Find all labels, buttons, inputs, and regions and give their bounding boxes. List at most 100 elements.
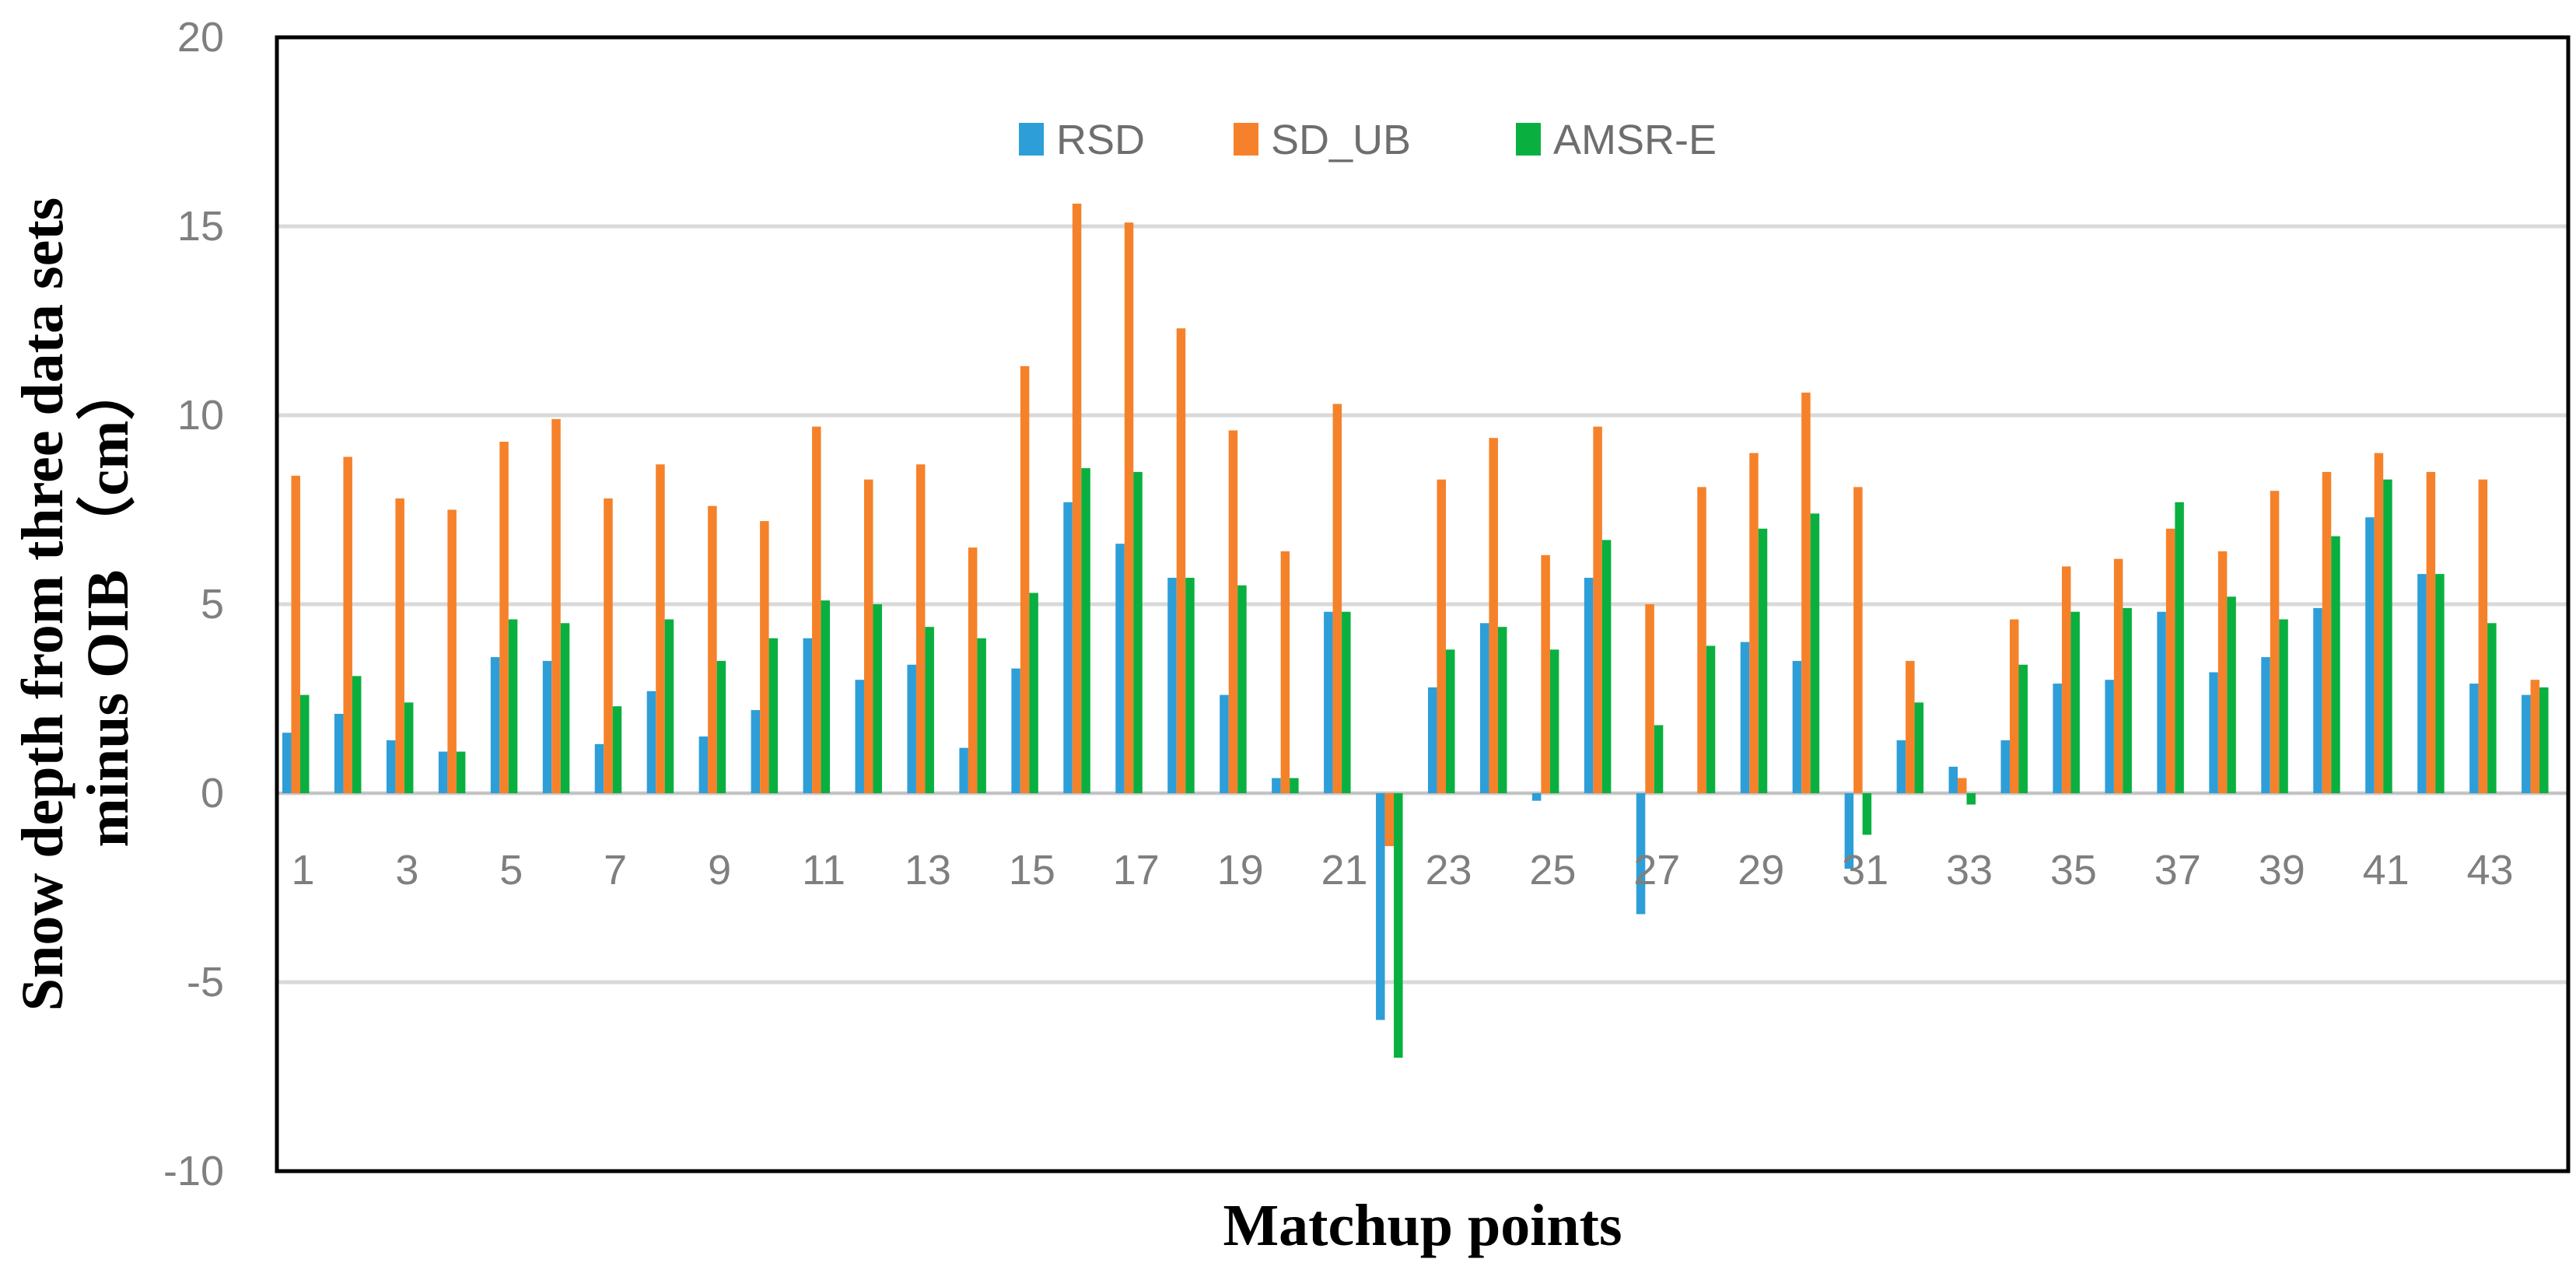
bar-rsd-6 — [542, 660, 552, 793]
x-tick-27: 27 — [1633, 847, 1680, 894]
bar-sd-ub-43 — [2478, 479, 2488, 793]
bar-rsd-8 — [646, 691, 656, 793]
bar-sd-ub-37 — [2165, 528, 2175, 793]
bar-amsr-e-44 — [2539, 687, 2549, 793]
bar-rsd-20 — [1272, 778, 1281, 793]
bar-amsr-e-4 — [456, 751, 466, 793]
legend-label-rsd: RSD — [1056, 117, 1145, 163]
x-tick-29: 29 — [1738, 847, 1784, 894]
bar-amsr-e-14 — [977, 638, 986, 793]
bar-amsr-e-17 — [1133, 471, 1143, 793]
legend: RSD SD_UB AMSR-E — [1019, 117, 1717, 163]
bar-amsr-e-19 — [1237, 585, 1247, 793]
bar-rsd-24 — [1479, 623, 1489, 793]
x-tick-labels: 1 3 5 7 9 11 13 15 17 19 21 23 25 27 29 31 33 35 37 39 41 43 — [291, 847, 2513, 894]
legend-label-sd-ub: SD_UB — [1271, 117, 1411, 163]
bar-sd-ub-24 — [1489, 438, 1498, 793]
bar-rsd-2 — [334, 713, 344, 793]
x-axis-title: Matchup points — [1223, 1193, 1622, 1258]
bar-amsr-e-30 — [1810, 513, 1820, 793]
bar-rsd-17 — [1115, 544, 1125, 793]
bar-rsd-42 — [2417, 574, 2427, 793]
x-tick-31: 31 — [1842, 847, 1888, 894]
bar-sd-ub-30 — [1801, 392, 1811, 794]
bar-amsr-e-26 — [1601, 540, 1612, 793]
bar-amsr-e-27 — [1654, 725, 1664, 793]
bar-sd-ub-5 — [499, 442, 509, 793]
bar-sd-ub-9 — [708, 505, 717, 793]
bar-sd-ub-40 — [2322, 471, 2332, 793]
bar-rsd-12 — [855, 680, 864, 793]
bar-sd-ub-41 — [2374, 453, 2384, 793]
bar-sd-ub-39 — [2270, 491, 2280, 793]
bar-sd-ub-28 — [1697, 487, 1706, 793]
y-tick-15: 15 — [177, 203, 224, 250]
bar-rsd-39 — [2261, 657, 2270, 793]
bar-rsd-38 — [2209, 672, 2218, 793]
bar-rsd-31 — [1844, 793, 1854, 869]
bar-sd-ub-16 — [1072, 203, 1082, 794]
bar-amsr-e-34 — [2018, 664, 2028, 793]
bar-rsd-14 — [959, 747, 968, 793]
bar-amsr-e-5 — [508, 619, 518, 793]
bar-sd-ub-32 — [1906, 660, 1915, 793]
bar-sd-ub-10 — [760, 521, 769, 793]
bar-sd-ub-1 — [291, 475, 300, 793]
bar-rsd-43 — [2469, 684, 2479, 793]
bar-rsd-7 — [594, 743, 604, 793]
bar-amsr-e-16 — [1081, 468, 1090, 793]
bar-amsr-e-37 — [2175, 502, 2184, 793]
bar-amsr-e-42 — [2435, 574, 2445, 793]
x-tick-21: 21 — [1321, 847, 1368, 894]
bar-rsd-32 — [1896, 740, 1906, 793]
bar-sd-ub-44 — [2530, 680, 2540, 793]
bar-sd-ub-3 — [395, 498, 404, 793]
bar-sd-ub-20 — [1280, 551, 1290, 793]
bar-sd-ub-13 — [915, 464, 926, 793]
bar-sd-ub-19 — [1228, 430, 1238, 793]
x-tick-17: 17 — [1113, 847, 1160, 894]
bar-amsr-e-40 — [2331, 536, 2340, 793]
y-tick-labels: -10 -5 0 5 10 15 20 — [163, 14, 224, 1194]
bar-sd-ub-42 — [2426, 471, 2436, 793]
x-tick-7: 7 — [604, 847, 627, 894]
y-tick-10: 10 — [177, 392, 224, 439]
bar-sd-ub-31 — [1853, 487, 1863, 793]
x-tick-39: 39 — [2259, 847, 2305, 894]
bar-amsr-e-28 — [1706, 645, 1716, 793]
bar-rsd-16 — [1063, 502, 1073, 793]
bar-rsd-10 — [751, 710, 761, 793]
bar-rsd-36 — [2105, 680, 2114, 793]
bar-sd-ub-2 — [343, 456, 352, 793]
x-tick-9: 9 — [708, 847, 731, 894]
bar-sd-ub-34 — [2010, 619, 2019, 793]
bar-amsr-e-29 — [1758, 528, 1768, 793]
bar-rsd-27 — [1636, 793, 1646, 915]
legend-swatch-amsr-e — [1516, 123, 1541, 156]
bar-sd-ub-15 — [1020, 365, 1030, 793]
x-tick-25: 25 — [1529, 847, 1576, 894]
bar-amsr-e-9 — [716, 660, 726, 793]
bar-amsr-e-7 — [612, 706, 622, 793]
bar-amsr-e-43 — [2487, 623, 2497, 793]
y-tick-20: 20 — [177, 14, 224, 61]
bar-sd-ub-29 — [1749, 453, 1759, 793]
bar-sd-ub-12 — [864, 479, 873, 793]
bar-amsr-e-11 — [821, 600, 831, 793]
legend-label-amsr-e: AMSR-E — [1553, 117, 1717, 163]
x-tick-5: 5 — [499, 847, 523, 894]
bar-sd-ub-21 — [1332, 404, 1342, 793]
bar-sd-ub-38 — [2217, 551, 2228, 793]
bar-amsr-e-32 — [1914, 702, 1924, 793]
legend-swatch-rsd — [1019, 123, 1044, 156]
x-tick-41: 41 — [2363, 847, 2410, 894]
bar-amsr-e-31 — [1862, 793, 1872, 835]
x-tick-13: 13 — [905, 847, 951, 894]
bar-rsd-37 — [2157, 611, 2166, 793]
bar-amsr-e-6 — [560, 623, 570, 793]
bar-sd-ub-36 — [2113, 558, 2123, 793]
bar-amsr-e-8 — [664, 619, 674, 793]
bar-sd-ub-27 — [1645, 604, 1654, 793]
bar-amsr-e-36 — [2123, 607, 2132, 793]
x-tick-35: 35 — [2050, 847, 2097, 894]
